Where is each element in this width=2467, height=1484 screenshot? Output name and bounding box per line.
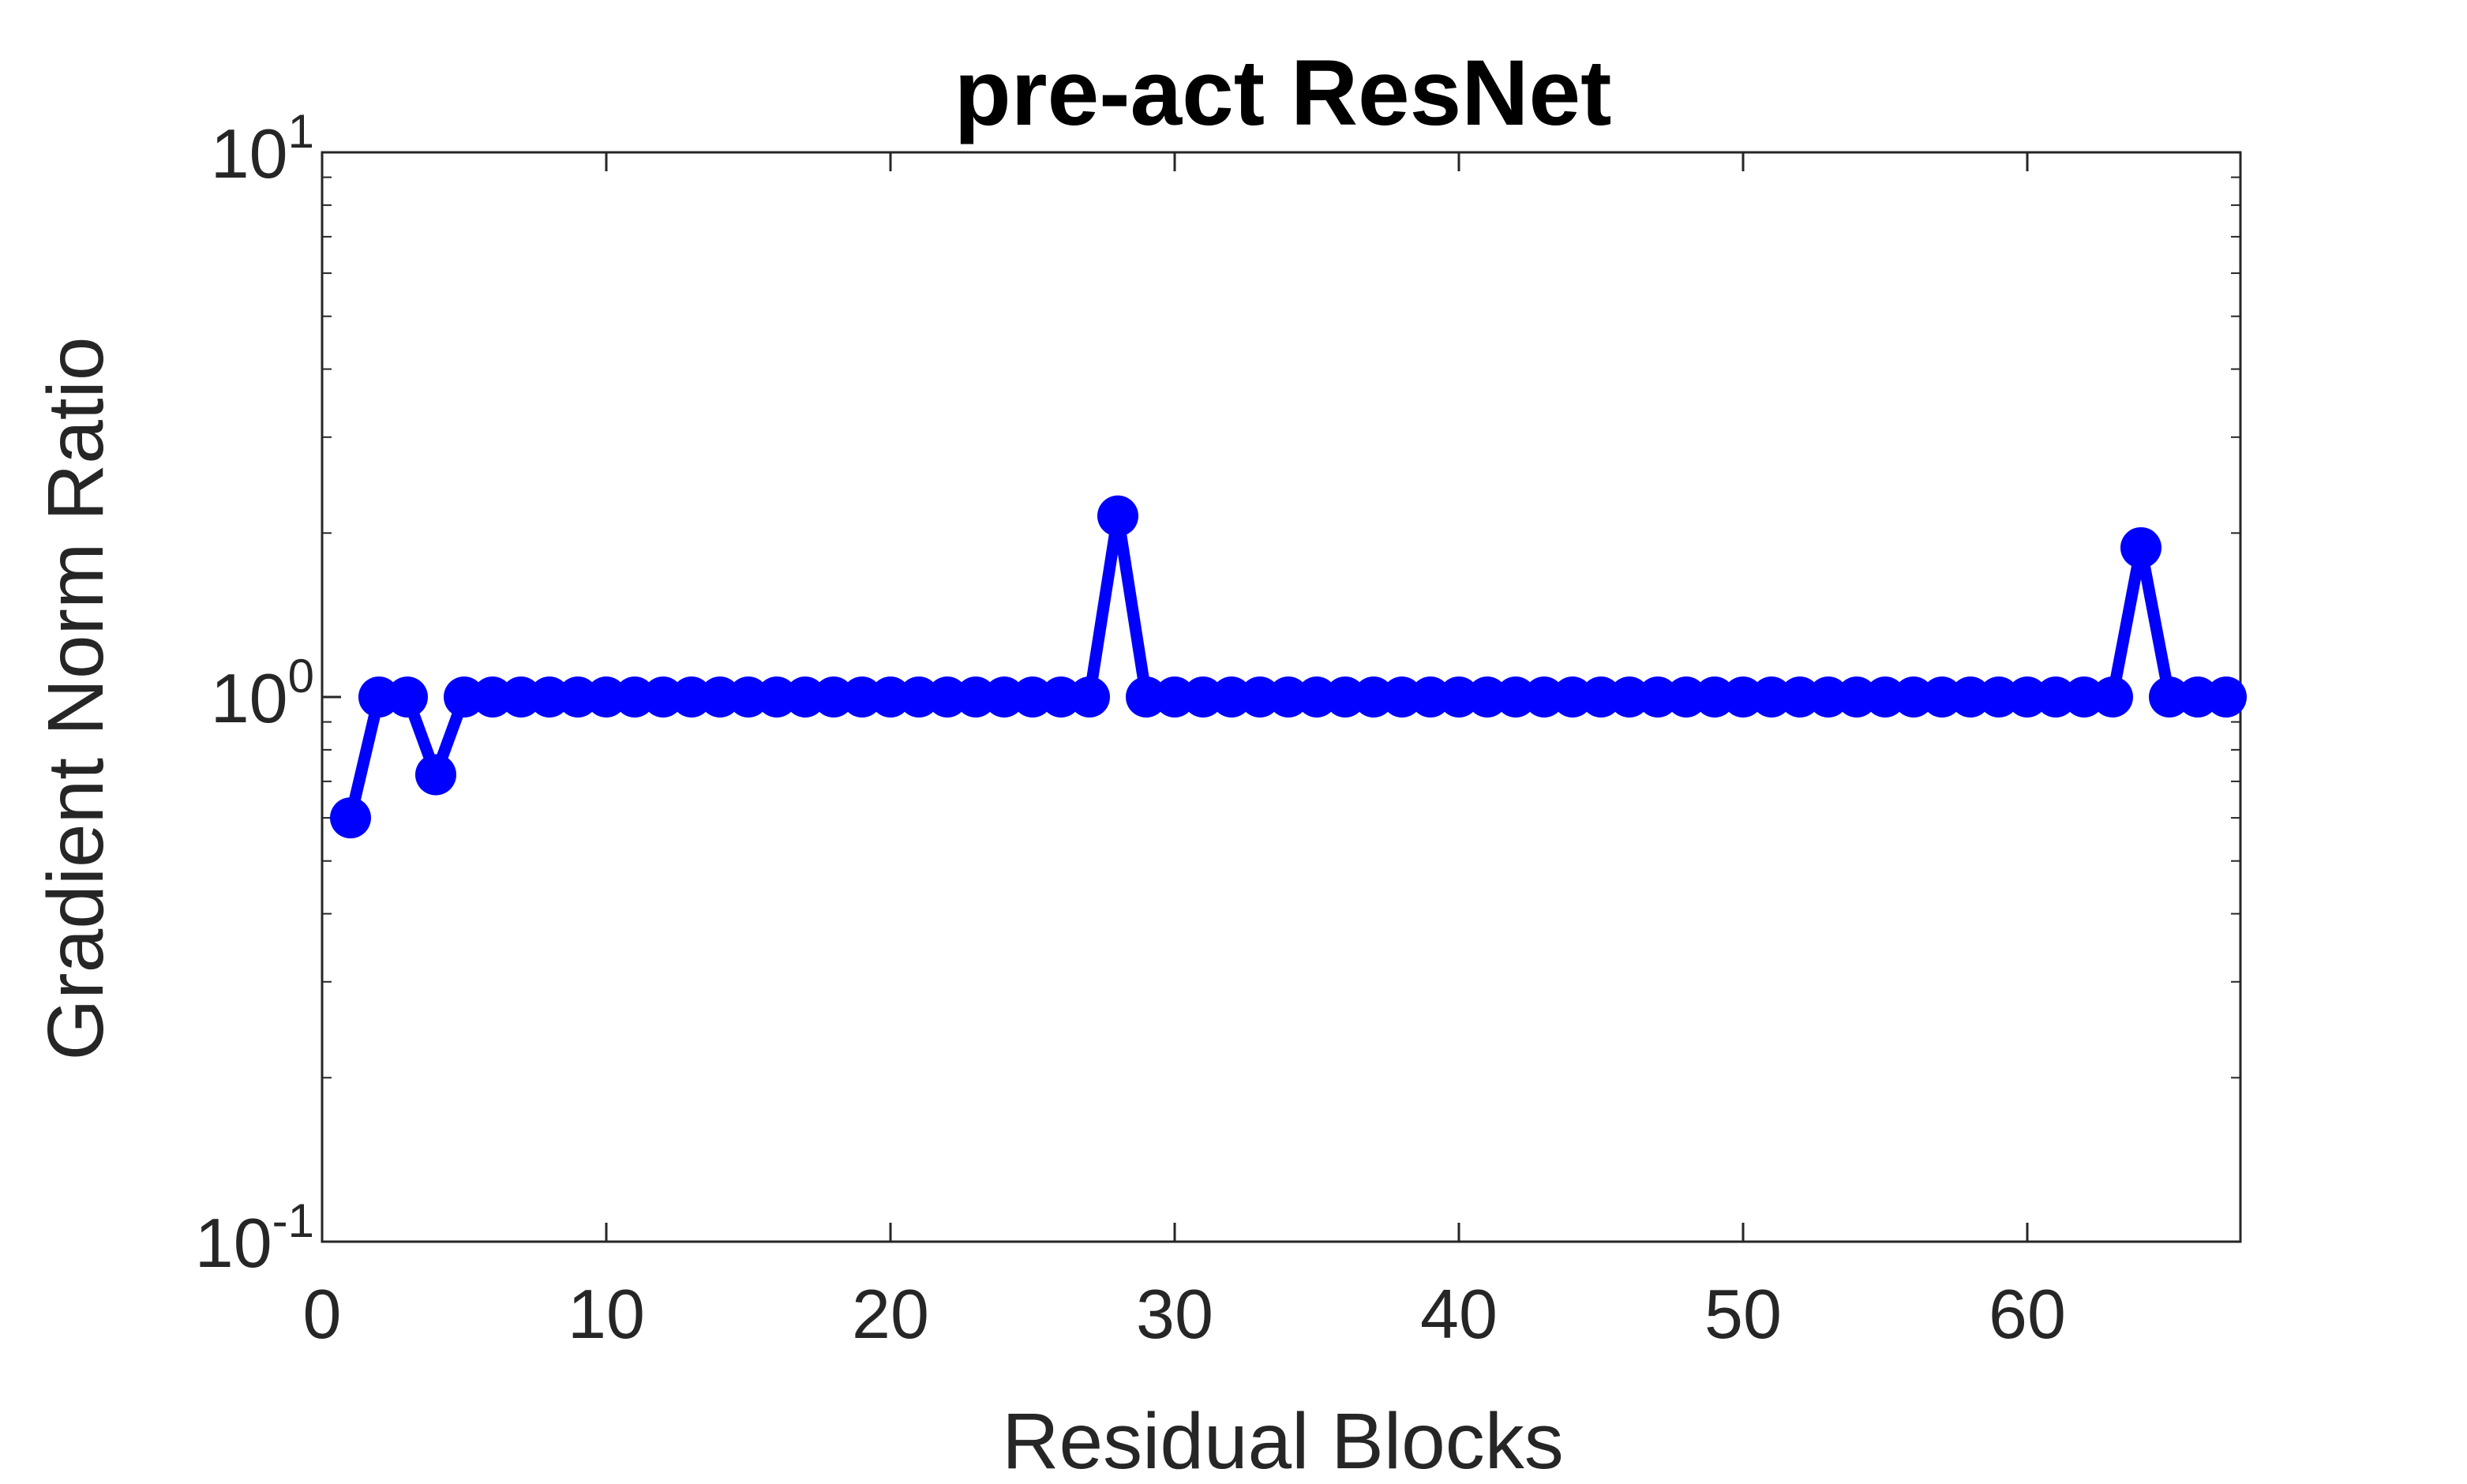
data-point	[2035, 676, 2076, 718]
x-tick-label: 20	[852, 1275, 929, 1353]
data-point	[984, 676, 1025, 718]
data-point	[671, 676, 712, 718]
data-point	[557, 676, 598, 718]
x-axis-label: Residual Blocks	[1002, 1397, 1563, 1480]
data-point	[1410, 676, 1451, 718]
data-point	[1950, 676, 1991, 718]
data-point	[1211, 676, 1252, 718]
series-line	[344, 510, 2233, 824]
data-point	[1097, 495, 1138, 537]
y-tick-base: 10	[211, 659, 288, 737]
y-tick-exponent: 1	[288, 105, 314, 158]
data-point	[1751, 676, 1792, 718]
data-point	[643, 676, 684, 718]
data-point	[1666, 676, 1707, 718]
y-tick-label: 10-1	[195, 1194, 314, 1282]
data-point	[2007, 676, 2048, 718]
data-point	[927, 676, 968, 718]
data-point	[813, 676, 854, 718]
data-point	[2064, 676, 2105, 718]
y-tick-exponent: -1	[272, 1194, 314, 1247]
data-point	[1040, 676, 1082, 718]
data-point	[1893, 676, 1934, 718]
data-point	[2206, 676, 2247, 718]
data-point	[501, 676, 542, 718]
y-tick-exponent: 0	[288, 650, 314, 703]
x-axis-ticks: 0 10 20 30 40 50 60	[303, 152, 2066, 1353]
data-point	[1467, 676, 1508, 718]
data-point	[898, 676, 939, 718]
y-tick-base: 10	[195, 1204, 272, 1282]
data-point	[1382, 676, 1423, 718]
data-point	[699, 676, 740, 718]
data-point	[1126, 676, 1167, 718]
data-point	[1978, 676, 2019, 718]
data-point	[1723, 676, 1764, 718]
data-point	[1438, 676, 1479, 718]
data-point	[870, 676, 911, 718]
data-point	[1325, 676, 1366, 718]
data-point	[1552, 676, 1593, 718]
y-tick-base: 10	[211, 114, 288, 193]
data-point	[444, 676, 485, 718]
data-point	[529, 676, 570, 718]
data-point	[1296, 676, 1337, 718]
series-layer	[330, 495, 2247, 839]
data-point	[1495, 676, 1536, 718]
data-point	[1183, 676, 1224, 718]
data-point	[614, 676, 655, 718]
data-point	[955, 676, 996, 718]
y-axis-label: Gradient Norm Ratio	[32, 337, 120, 1061]
x-tick-label: 0	[303, 1275, 342, 1353]
data-point	[1836, 676, 1877, 718]
data-point	[1069, 676, 1110, 718]
x-tick-label: 60	[1989, 1275, 2066, 1353]
data-point	[2120, 527, 2161, 568]
x-tick-label: 10	[568, 1275, 645, 1353]
data-point	[1694, 676, 1735, 718]
x-tick-label: 40	[1420, 1275, 1498, 1353]
data-point	[1921, 676, 1963, 718]
data-point	[1808, 676, 1849, 718]
data-point	[1239, 676, 1280, 718]
data-point	[1154, 676, 1195, 718]
data-point	[842, 676, 883, 718]
x-tick-label: 30	[1136, 1275, 1213, 1353]
data-point	[358, 676, 399, 718]
data-point	[1353, 676, 1394, 718]
data-point	[2092, 676, 2133, 718]
data-point	[1012, 676, 1053, 718]
y-tick-label: 100	[211, 650, 314, 737]
data-point	[1637, 676, 1678, 718]
data-point	[586, 676, 627, 718]
data-point	[1865, 676, 1906, 718]
data-point	[1609, 676, 1650, 718]
data-point	[472, 676, 513, 718]
data-point	[1524, 676, 1565, 718]
data-point	[1779, 676, 1820, 718]
data-point	[785, 676, 826, 718]
y-tick-label: 101	[211, 105, 314, 193]
x-tick-label: 50	[1704, 1275, 1782, 1353]
data-point	[387, 676, 428, 718]
data-point	[756, 676, 797, 718]
data-point	[330, 797, 371, 839]
data-point	[2149, 676, 2190, 718]
data-point	[2177, 676, 2218, 718]
data-point	[1268, 676, 1309, 718]
chart-title: pre-act ResNet	[954, 41, 1612, 145]
data-point	[728, 676, 769, 718]
data-point	[415, 754, 456, 796]
data-point	[1580, 676, 1622, 718]
